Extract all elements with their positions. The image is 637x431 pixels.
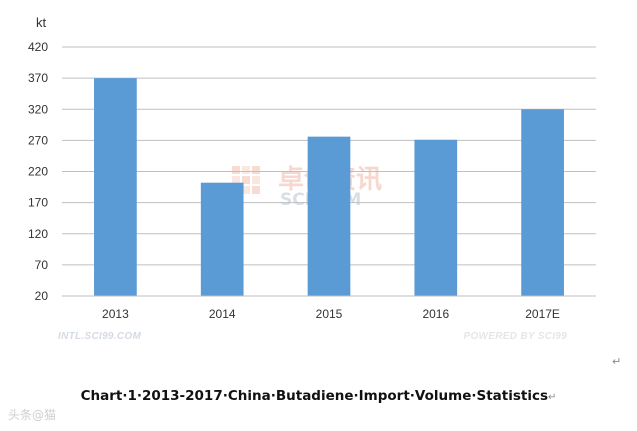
y-tick-label: 20 <box>35 289 49 303</box>
x-tick-label: 2014 <box>209 307 236 321</box>
y-axis-unit-label: kt <box>36 15 47 30</box>
chart-caption-text: Chart·1·2013-2017·China·Butadiene·Import… <box>80 388 549 404</box>
footer-powered-watermark: POWERED BY SCI99 <box>463 331 567 342</box>
footer-site-watermark: INTL.SCI99.COM <box>58 331 142 342</box>
x-tick-label: 2015 <box>316 307 343 321</box>
y-tick-label: 220 <box>28 165 48 179</box>
bar-2013 <box>94 78 137 296</box>
y-tick-label: 70 <box>35 258 49 272</box>
x-axis-tick-labels: 2013 2014 2015 2016 2017E <box>102 307 560 321</box>
caption-return-mark: ↵ <box>548 392 557 403</box>
y-tick-label: 320 <box>28 102 48 116</box>
bar-2017E <box>521 109 564 296</box>
y-tick-label: 370 <box>28 71 48 85</box>
bar-2016 <box>414 139 458 296</box>
chart-caption: Chart·1·2013-2017·China·Butadiene·Import… <box>0 388 637 404</box>
y-tick-label: 270 <box>28 133 48 147</box>
x-tick-label: 2013 <box>102 307 129 321</box>
y-tick-label: 170 <box>28 196 48 210</box>
y-axis-tick-labels: 20 70 120 170 220 270 320 370 420 <box>28 40 48 303</box>
bar-2015 <box>307 136 351 296</box>
x-tick-label: 2016 <box>422 307 449 321</box>
return-mark: ↵ <box>612 355 622 368</box>
bars <box>94 78 564 296</box>
corner-logo-watermark: 头条@猫 <box>8 408 57 422</box>
y-tick-label: 420 <box>28 40 48 54</box>
bar-2014 <box>200 182 244 296</box>
y-tick-label: 120 <box>28 227 48 241</box>
x-tick-label: 2017E <box>525 307 560 321</box>
